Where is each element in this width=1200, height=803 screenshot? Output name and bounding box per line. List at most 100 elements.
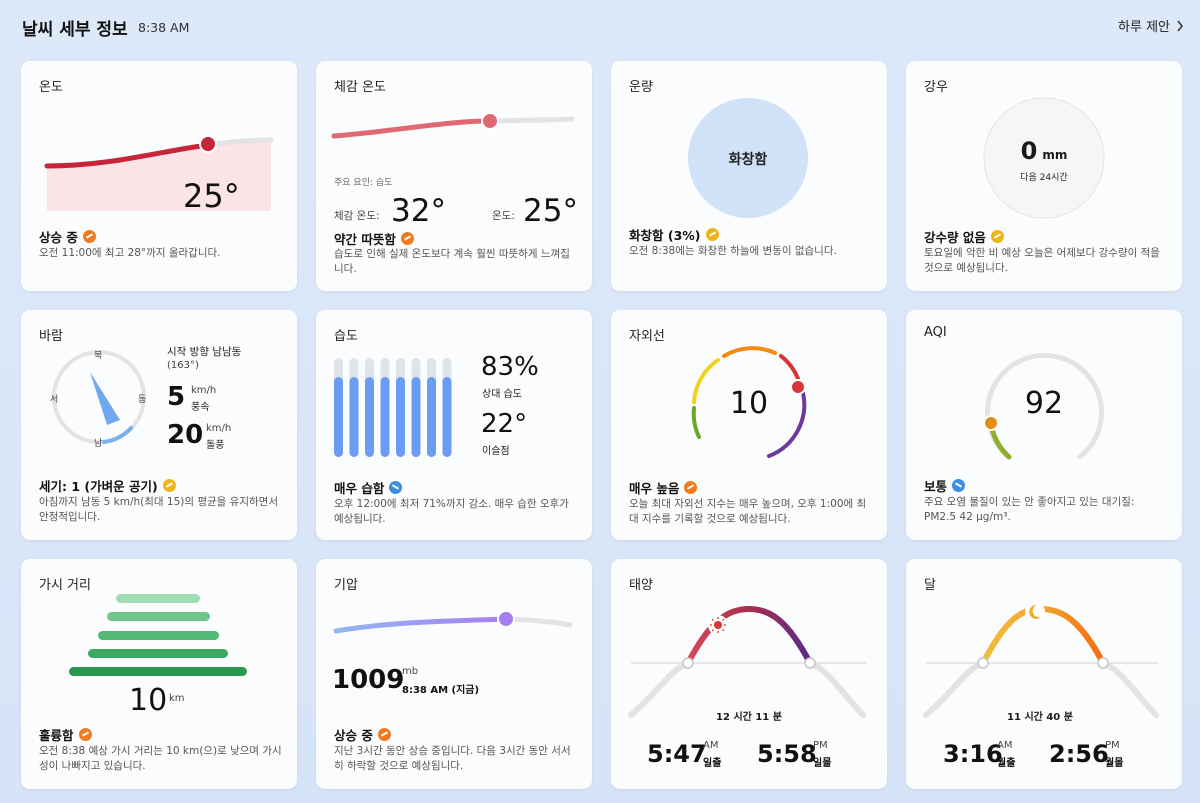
- sunset-time: 5:58: [757, 740, 817, 768]
- page-title: 날씨 세부 정보: [22, 20, 128, 40]
- humidity-bar: [349, 377, 359, 457]
- rain-unit: mm: [1042, 148, 1068, 162]
- wind-speed: 5: [167, 382, 186, 412]
- wind-card[interactable]: 바람 북 동 남 서 시작 방향 남남동 (163°) 5 km/h 풍속 20…: [21, 310, 297, 540]
- card-title: 달: [924, 578, 936, 593]
- visibility-card[interactable]: 가시 거리 10 km 훌륭함 오전 8:38 예상 가시 거리는 10 km(…: [21, 559, 297, 789]
- wind-gust-unit: km/h: [206, 423, 232, 434]
- aqi-card[interactable]: AQI 92 보통 주요 오염 물질이 있는 안 좋아지고 있는 대기질: PM…: [906, 310, 1182, 540]
- rain-status: 강수량 없음: [924, 227, 1004, 246]
- uv-card[interactable]: 자외선 10 매우 높음 오늘 최대 자외선 지수는 매우 높으며, 오후 1:…: [611, 310, 887, 540]
- humidity-bar: [334, 377, 343, 457]
- sun-arc: [628, 605, 867, 718]
- moonset-time: 2:56: [1049, 740, 1109, 768]
- page-time: 8:38 AM: [138, 20, 190, 35]
- compass-w: 서: [50, 395, 59, 405]
- rain-circle: [983, 97, 1105, 219]
- pressure-card[interactable]: 기압 1009 mb 8:38 AM (지금) 상승 중 지난 3시간 동안 상…: [316, 559, 592, 789]
- wind-gust-label: 돌풍: [206, 440, 225, 451]
- uv-status: 매우 높음: [629, 478, 698, 497]
- cloud-status: 화창함 (3%): [629, 225, 719, 244]
- humidity-bar: [427, 377, 436, 457]
- pressure-value: 1009: [332, 665, 405, 695]
- pressure-graph: [333, 610, 573, 634]
- humidity-desc: 오후 12:00에 최저 71%까지 감소. 매우 습한 오후가 예상됩니다.: [334, 498, 569, 525]
- sun-card[interactable]: 태양 12 시간 11 분 5:47 AM 일출 5:58 PM 일몰: [611, 559, 887, 789]
- pressure-status: 상승 중: [334, 725, 391, 744]
- card-title: AQI: [924, 325, 947, 340]
- chevron-right-icon: [1177, 20, 1183, 31]
- pressure-time: 8:38 AM (지금): [402, 685, 480, 696]
- temperature-card[interactable]: 온도 25° 상승 중 오전 11:00에 최고 28°까지 올라갑니다.: [21, 61, 297, 291]
- trend-down-icon: [389, 481, 403, 494]
- temperature-status: 상승 중: [39, 227, 96, 246]
- wind-desc: 아침까지 남동 5 km/h(최대 15)의 평균을 유지하면서 안정적입니다.: [39, 496, 278, 523]
- daily-suggestion-label: 하루 제안: [1118, 20, 1170, 35]
- feels-value: 32°: [391, 193, 446, 229]
- cloud-circle: [688, 98, 808, 218]
- card-title: 자외선: [629, 329, 665, 344]
- moonrise-label: 월출: [997, 758, 1016, 769]
- feels-desc: 습도로 인해 실제 온도보다 계속 훨씬 따뜻하게 느껴집니다.: [334, 248, 570, 275]
- temp-label: 온도:: [492, 210, 515, 222]
- feels-like-graph: [331, 112, 575, 139]
- cloud-circle-label: 화창함: [728, 152, 768, 168]
- rain-period: 다음 24시간: [1020, 173, 1068, 183]
- card-title: 태양: [629, 578, 653, 593]
- header: 날씨 세부 정보 8:38 AM 하루 제안: [0, 0, 1200, 52]
- rain-card[interactable]: 강우 0 mm 다음 24시간 강수량 없음 토요일에 악한 비 예상 오늘은 …: [906, 61, 1182, 291]
- visibility-bars: [69, 594, 247, 676]
- moon-card[interactable]: 달 11 시간 40 분 3:16 AM 월출 2:56 PM 월몰: [906, 559, 1182, 789]
- aqi-value: 92: [1024, 386, 1064, 421]
- pressure-unit: mb: [402, 666, 419, 677]
- card-title: 바람: [39, 329, 63, 344]
- wind-direction: 시작 방향 남남동: [167, 346, 242, 358]
- card-title: 운량: [629, 80, 653, 95]
- trend-up-icon: [377, 728, 391, 741]
- feels-status: 약간 따뜻함: [334, 229, 414, 248]
- card-title: 가시 거리: [39, 578, 91, 593]
- temperature-desc: 오전 11:00에 최고 28°까지 올라갑니다.: [39, 247, 221, 259]
- visibility-value: 10: [129, 683, 168, 718]
- wind-speed-unit: km/h: [191, 385, 217, 396]
- sunset-label: 일몰: [813, 758, 832, 769]
- cloud-desc: 오전 8:38에는 화창한 하늘에 변동이 없습니다.: [629, 245, 837, 257]
- cloud-card[interactable]: 운량 화창함 화창함 (3%) 오전 8:38에는 화창한 하늘에 변동이 없습…: [611, 61, 887, 291]
- card-title: 강우: [924, 80, 948, 95]
- compass-s: 남: [94, 439, 103, 449]
- wind-compass: [52, 350, 146, 444]
- rain-value: 0: [1020, 137, 1038, 165]
- feels-label: 체감 온도:: [334, 210, 380, 222]
- moonset-label: 월몰: [1105, 758, 1124, 769]
- aqi-desc: 주요 오염 물질이 있는 안 좋아지고 있는 대기질: PM2.5 42 µg/…: [924, 496, 1135, 523]
- compass-n: 북: [94, 351, 103, 361]
- sunrise-ampm: AM: [703, 740, 719, 751]
- wind-status: 세기: 1 (가벼운 공기): [39, 476, 176, 495]
- dew-label: 이슬점: [482, 446, 510, 457]
- humidity-bar: [365, 377, 374, 457]
- temperature-value: 25°: [183, 177, 240, 215]
- humidity-bar: [396, 377, 405, 457]
- rain-desc: 토요일에 악한 비 예상 오늘은 어제보다 강수량이 적을 것으로 예상됩니다.: [924, 247, 1160, 274]
- humidity-card[interactable]: 습도 83% 상대 습도 22° 이슬점 매우 습함 오후 12:00에 최저 …: [316, 310, 592, 540]
- trend-up-icon: [82, 230, 96, 243]
- humidity-status: 매우 습함: [334, 478, 403, 497]
- sun-duration: 12 시간 11 분: [716, 712, 782, 723]
- humidity-label: 상대 습도: [482, 389, 522, 400]
- visibility-desc: 오전 8:38 예상 가시 거리는 10 km(으)로 낮으며 가시성이 나빠지…: [39, 745, 282, 772]
- visibility-unit: km: [169, 693, 185, 704]
- feels-factor: 주요 요인: 습도: [334, 178, 393, 188]
- visibility-status: 훌륭함: [39, 725, 92, 744]
- card-title: 기압: [334, 578, 358, 593]
- moon-duration: 11 시간 40 분: [1007, 712, 1073, 723]
- temperature-graph: [44, 135, 274, 211]
- feels-like-card[interactable]: 체감 온도 주요 요인: 습도 체감 온도: 32° 온도: 25° 약간 따뜻…: [316, 61, 592, 291]
- uv-value: 10: [729, 386, 769, 421]
- humidity-bars: [334, 358, 452, 457]
- daily-suggestion-link[interactable]: 하루 제안: [1118, 16, 1184, 35]
- card-title: 습도: [334, 329, 358, 344]
- trend-flat-icon: [162, 479, 176, 492]
- dew-value: 22°: [481, 409, 528, 439]
- sunrise-label: 일출: [703, 758, 722, 769]
- uv-desc: 오늘 최대 자외선 지수는 매우 높으며, 오후 1:00에 최대 지수를 기록…: [629, 498, 867, 525]
